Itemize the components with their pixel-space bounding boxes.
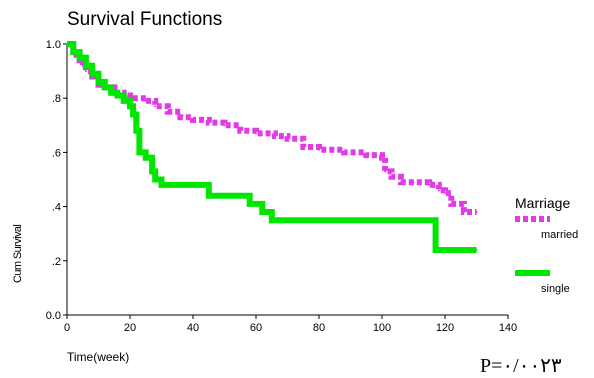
data-point-single: [91, 72, 94, 75]
data-point-married: [365, 154, 368, 157]
data-point-married: [207, 121, 210, 124]
y-tick-label: 0.0: [46, 310, 61, 322]
y-tick-label: 1.0: [46, 39, 61, 51]
x-tick-label: 140: [499, 322, 517, 334]
data-point-married: [192, 118, 194, 121]
series-line-married: [67, 41, 477, 215]
y-tick-label: .8: [52, 93, 61, 105]
data-point-single: [84, 64, 87, 67]
data-point-married: [84, 70, 87, 73]
x-tick-label: 20: [124, 322, 136, 334]
data-point-single: [267, 211, 270, 214]
data-point-single: [434, 248, 437, 251]
data-point-married: [428, 183, 431, 186]
data-point-single: [122, 99, 125, 102]
x-tick-label: 120: [436, 322, 454, 334]
y-tick-label: .4: [52, 202, 61, 214]
data-point-married: [318, 148, 320, 151]
data-point-married: [390, 175, 393, 178]
data-point-single: [103, 86, 106, 89]
data-point-married: [437, 189, 440, 192]
data-point-married: [399, 181, 402, 184]
data-point-married: [154, 105, 157, 108]
data-point-single: [431, 219, 434, 222]
data-point-married: [302, 145, 305, 148]
data-point-married: [179, 116, 182, 119]
p-value-annotation: P=۰/۰۰۲۳: [480, 355, 562, 377]
data-point-single: [207, 194, 210, 197]
data-point-single: [151, 170, 154, 173]
data-point-married: [381, 156, 383, 159]
x-tick-label: 100: [373, 322, 391, 334]
data-point-single: [154, 178, 157, 181]
data-point-single: [248, 202, 251, 205]
data-point-married: [166, 110, 169, 113]
data-point-single: [239, 194, 242, 197]
series-layer: [66, 41, 478, 253]
chart-title: Survival Functions: [67, 9, 222, 30]
data-point-single: [116, 94, 119, 97]
x-tick-label: 80: [313, 322, 325, 334]
data-point-married: [475, 211, 478, 214]
data-point-single: [475, 248, 478, 251]
y-tick-label: .6: [52, 147, 61, 159]
data-point-single: [144, 156, 147, 159]
data-point-married: [462, 211, 465, 214]
y-tick-label: .2: [52, 256, 61, 268]
data-point-married: [144, 99, 147, 102]
data-point-single: [72, 51, 75, 54]
x-tick-label: 0: [64, 322, 70, 334]
data-point-single: [66, 43, 68, 45]
data-point-single: [160, 183, 163, 186]
data-point-married: [273, 135, 276, 138]
data-point-single: [192, 183, 194, 186]
x-axis-label: Time(week): [67, 350, 129, 364]
y-ticks: 0.0 .2 .4 .6 .8 1.0: [46, 39, 67, 322]
legend-title: Marriage: [515, 195, 570, 211]
data-point-single: [381, 219, 383, 222]
data-point-single: [138, 151, 141, 154]
data-point-single: [135, 129, 138, 132]
series-line-single: [67, 41, 477, 253]
data-point-single: [132, 113, 135, 116]
data-point-single: [261, 211, 264, 214]
data-point-single: [78, 56, 81, 59]
legend-label-single: single: [541, 283, 570, 295]
data-point-married: [412, 181, 415, 184]
x-tick-label: 40: [187, 322, 199, 334]
data-point-married: [450, 202, 453, 205]
data-point-married: [239, 129, 242, 132]
data-point-married: [135, 97, 138, 100]
x-ticks: 0 20 40 60 80 100 120 140: [64, 315, 517, 334]
data-point-single: [129, 105, 131, 108]
data-point-single: [286, 219, 289, 222]
data-point-married: [343, 151, 346, 154]
data-point-single: [97, 80, 100, 83]
y-axis-label: Cum Survival: [12, 225, 24, 283]
axes: [66, 44, 508, 316]
data-point-single: [176, 183, 179, 186]
x-tick-label: 60: [250, 322, 262, 334]
data-point-married: [444, 192, 446, 195]
data-point-married: [286, 137, 289, 140]
legend: Marriage married single: [515, 195, 578, 295]
data-point-single: [110, 91, 113, 94]
data-point-married: [384, 170, 387, 173]
data-point-single: [270, 219, 273, 222]
data-point-married: [223, 124, 226, 127]
legend-label-married: married: [541, 229, 578, 241]
data-point-married: [255, 132, 257, 135]
